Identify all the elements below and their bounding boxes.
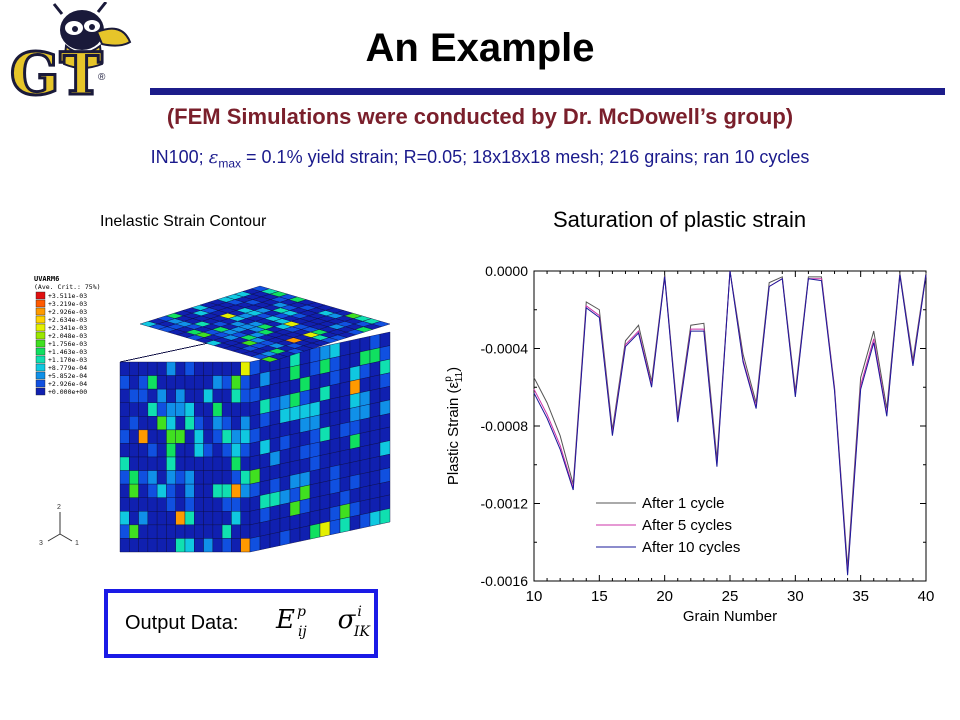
legend-entry-label: +2.341e-03	[48, 324, 87, 332]
slide-title: An Example	[365, 26, 595, 70]
contour-caption: Inelastic Strain Contour	[100, 213, 267, 230]
slide-subtitle: (FEM Simulations were conducted by Dr. M…	[166, 104, 794, 129]
stress-symbol: σ	[337, 605, 356, 635]
title-rule	[150, 88, 945, 95]
strain-sub: ij	[297, 624, 307, 640]
x-tick-label: 25	[722, 588, 739, 605]
axis-triad: 2 3 1	[39, 504, 79, 547]
epsilon-subscript: max	[218, 156, 242, 171]
legend-entry-label: +1.756e-03	[48, 340, 87, 348]
legend-entry-label: +3.511e-03	[48, 292, 87, 300]
legend-swatch	[35, 315, 46, 324]
legend-label: After 1 cycle	[642, 495, 725, 512]
legend-swatch	[35, 371, 46, 380]
legend-swatch	[35, 307, 46, 316]
gt-logo: GT ®	[9, 2, 132, 102]
plastic-strain-chart: 10 15 20 25 30 35 40 0.0000 -0.0004 -0.0008 -0.001…	[443, 263, 935, 625]
x-tick-label: 35	[852, 588, 869, 605]
plot-area	[533, 270, 927, 582]
plot-title: Saturation of plastic strain	[553, 207, 807, 232]
y-tick-label: -0.0008	[481, 418, 529, 434]
triad-z-label: 3	[39, 540, 43, 547]
legend-header: UVARM6	[34, 275, 59, 283]
triad-x-label: 1	[75, 540, 79, 547]
legend-entry-label: +0.000e+00	[48, 388, 87, 396]
x-axis-label: Grain Number	[683, 608, 777, 625]
legend-entry-label: +8.779e-04	[48, 364, 87, 372]
legend-entry-label: +2.048e-03	[48, 332, 87, 340]
legend-swatch	[35, 291, 46, 300]
stress-sub: IK	[353, 624, 370, 640]
triad-y-label: 2	[57, 504, 61, 511]
legend-swatch	[35, 299, 46, 308]
legend-subheader: (Ave. Crit.: 75%)	[34, 283, 101, 291]
fem-cube	[119, 285, 391, 553]
legend-entry-label: +5.852e-04	[48, 372, 87, 380]
legend-swatch	[35, 363, 46, 372]
output-label: Output Data:	[125, 612, 239, 634]
x-tick-label: 15	[591, 588, 608, 605]
y-tick-label: -0.0016	[481, 573, 529, 589]
x-tick-label: 40	[918, 588, 935, 605]
y-tick-label: 0.0000	[485, 263, 528, 279]
cube-front-face	[119, 361, 251, 553]
cube-right-face	[249, 331, 391, 553]
legend-swatch	[35, 355, 46, 364]
legend-swatch	[35, 379, 46, 388]
simulation-info: IN100; εmax = 0.1% yield strain; R=0.05;…	[0, 147, 960, 171]
info-prefix: IN100;	[150, 147, 209, 167]
legend-label: After 5 cycles	[642, 517, 732, 534]
series-line-3	[533, 270, 927, 576]
x-tick-label: 10	[526, 588, 543, 605]
x-tick-label: 20	[656, 588, 673, 605]
y-axis-label: Plastic Strain (εp11)	[443, 367, 465, 485]
legend-entry-label: +1.463e-03	[48, 348, 87, 356]
legend-swatch	[35, 347, 46, 356]
legend-swatch	[35, 387, 46, 396]
fem-legend: UVARM6(Ave. Crit.: 75%)+3.511e-03+3.219e…	[34, 275, 101, 396]
y-tick-label: -0.0012	[481, 496, 529, 512]
legend-label: After 10 cycles	[642, 539, 740, 556]
strain-symbol: E	[276, 605, 295, 635]
info-rest: = 0.1% yield strain; R=0.05; 18x18x18 me…	[241, 147, 810, 167]
legend-entry-label: +2.926e-04	[48, 380, 87, 388]
y-tick-label: -0.0004	[481, 341, 529, 357]
legend-swatch	[35, 331, 46, 340]
legend-swatch	[35, 323, 46, 332]
registered-mark: ®	[98, 72, 106, 83]
logo-letters: GT	[10, 40, 103, 102]
stress-sup: i	[357, 604, 362, 620]
legend-swatch	[35, 339, 46, 348]
legend-entry-label: +2.926e-03	[48, 308, 87, 316]
legend-entry-label: +2.634e-03	[48, 316, 87, 324]
cube-top-face	[139, 285, 391, 363]
fem-contour-image: UVARM6(Ave. Crit.: 75%)+3.511e-03+3.219e…	[34, 275, 391, 553]
strain-sup: p	[296, 604, 306, 620]
legend-entry-label: +3.219e-03	[48, 300, 87, 308]
legend-entry-label: +1.170e-03	[48, 356, 87, 364]
epsilon-symbol: ε	[208, 147, 219, 168]
x-tick-label: 30	[787, 588, 804, 605]
